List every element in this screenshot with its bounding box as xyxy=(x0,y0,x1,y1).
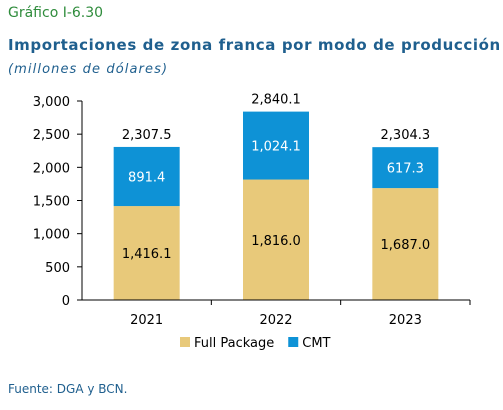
y-tick-label: 1,500 xyxy=(33,195,70,210)
legend: Full Package CMT xyxy=(180,336,331,351)
stacked-bar-chart: 0 500 1,000 1,500 2,000 2,500 3,000 1,416.1 891… xyxy=(33,93,471,351)
bar-cmt-2021 xyxy=(113,146,180,207)
bar-cmt-2023 xyxy=(372,147,439,189)
bar-full-package-2023 xyxy=(372,188,439,300)
y-tick-label: 3,000 xyxy=(33,95,70,110)
chart-title: Importaciones de zona franca por modo de… xyxy=(8,36,501,54)
legend-swatch xyxy=(288,337,299,347)
x-axis: 2021 2022 2023 xyxy=(82,299,471,328)
segment-value-label: 1,687.0 xyxy=(381,238,431,253)
legend-swatch xyxy=(180,337,190,347)
total-value-label: 2,840.1 xyxy=(251,93,301,108)
segment-value-label: 617.3 xyxy=(387,162,424,177)
bars xyxy=(113,111,439,300)
y-tick-label: 2,000 xyxy=(33,161,70,176)
x-tick-label: 2022 xyxy=(259,313,292,328)
y-tick-label: 2,500 xyxy=(33,128,70,143)
source-note: Fuente: DGA y BCN. xyxy=(8,382,128,396)
segment-value-label: 1,416.1 xyxy=(122,247,172,262)
x-tick-label: 2021 xyxy=(130,313,163,328)
data-labels: 1,416.1 891.4 2,307.5 1,816.0 1,024.1 2,840.1… xyxy=(122,93,430,262)
figure-number: Gráfico I-6.30 xyxy=(8,5,104,21)
y-tick-label: 0 xyxy=(62,294,70,309)
bar-full-package-2021 xyxy=(113,206,180,300)
segment-value-label: 891.4 xyxy=(128,171,165,186)
bar-full-package-2022 xyxy=(243,179,309,300)
x-tick-label: 2023 xyxy=(389,313,422,328)
y-axis: 0 500 1,000 1,500 2,000 2,500 3,000 xyxy=(33,95,83,309)
segment-value-label: 1,024.1 xyxy=(251,140,301,155)
legend-label: CMT xyxy=(302,336,330,351)
bar-cmt-2022 xyxy=(243,111,309,180)
y-tick-label: 1,000 xyxy=(33,228,70,243)
total-value-label: 2,307.5 xyxy=(122,128,172,143)
y-tick-label: 500 xyxy=(45,261,70,276)
total-value-label: 2,304.3 xyxy=(381,128,431,143)
legend-label: Full Package xyxy=(194,336,274,351)
chart-subtitle: (millones de dólares) xyxy=(8,62,169,77)
segment-value-label: 1,816.0 xyxy=(251,234,301,249)
